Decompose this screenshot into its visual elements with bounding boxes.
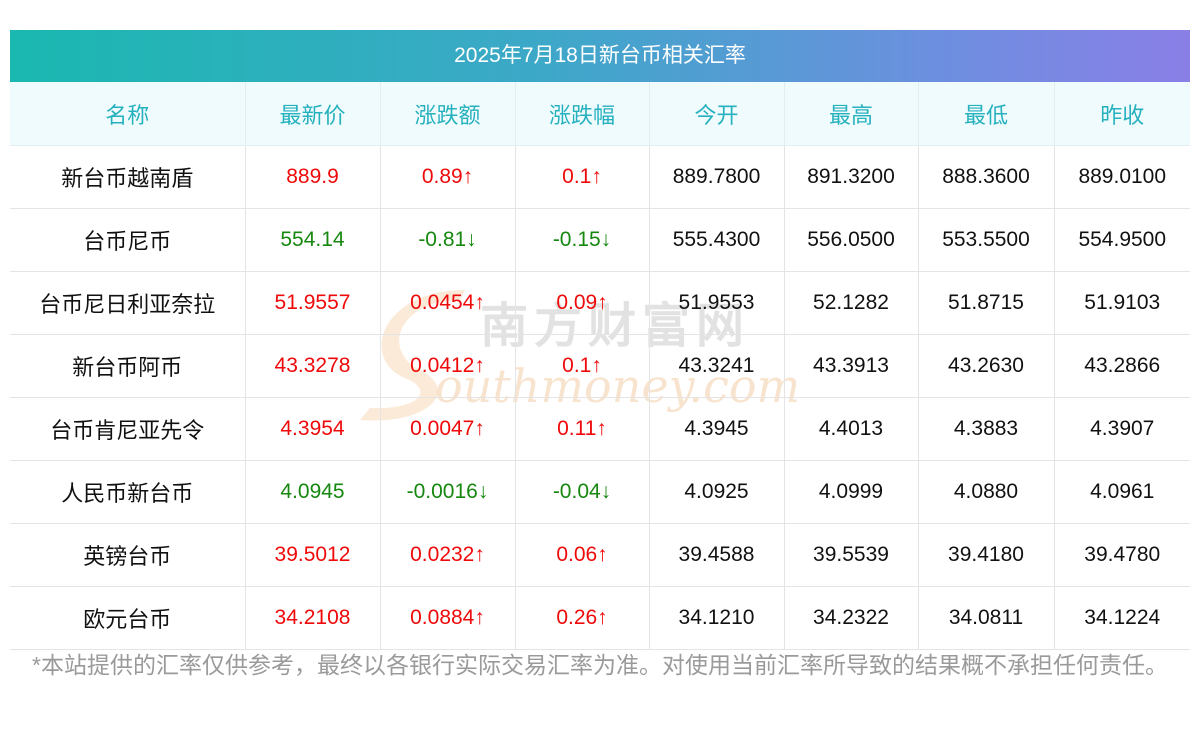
column-header-low: 最低 xyxy=(918,82,1055,146)
cell-latest: 4.3954 xyxy=(245,397,381,461)
cell-change: 0.0412↑ xyxy=(380,334,516,398)
column-header-prev-close: 昨收 xyxy=(1054,82,1190,146)
cell-change: 0.89↑ xyxy=(380,145,516,209)
cell-change: -0.81↓ xyxy=(380,208,516,272)
cell-prev-close: 51.9103 xyxy=(1054,271,1190,335)
cell-change-pct: -0.15↓ xyxy=(515,208,650,272)
cell-latest: 43.3278 xyxy=(245,334,381,398)
cell-low: 888.3600 xyxy=(918,145,1055,209)
cell-change-pct: 0.11↑ xyxy=(515,397,650,461)
cell-prev-close: 43.2866 xyxy=(1054,334,1190,398)
cell-latest: 4.0945 xyxy=(245,460,381,524)
cell-high: 34.2322 xyxy=(784,586,919,650)
cell-name: 新台币阿币 xyxy=(10,334,246,398)
cell-change-pct: 0.26↑ xyxy=(515,586,650,650)
cell-prev-close: 34.1224 xyxy=(1054,586,1190,650)
cell-high: 4.4013 xyxy=(784,397,919,461)
cell-change-pct: 0.1↑ xyxy=(515,334,650,398)
table-row: 台币尼币 554.14 -0.81↓ -0.15↓ 555.4300 556.0… xyxy=(10,208,1190,272)
disclaimer-text: *本站提供的汇率仅供参考，最终以各银行实际交易汇率为准。对使用当前汇率所导致的结… xyxy=(32,652,1168,678)
cell-open: 43.3241 xyxy=(649,334,785,398)
cell-open: 4.0925 xyxy=(649,460,785,524)
cell-name: 英镑台币 xyxy=(10,523,246,587)
cell-open: 889.7800 xyxy=(649,145,785,209)
table-row: 新台币阿币 43.3278 0.0412↑ 0.1↑ 43.3241 43.39… xyxy=(10,334,1190,398)
column-header-name: 名称 xyxy=(10,82,246,146)
cell-low: 4.0880 xyxy=(918,460,1055,524)
cell-change: 0.0232↑ xyxy=(380,523,516,587)
cell-prev-close: 4.3907 xyxy=(1054,397,1190,461)
cell-latest: 51.9557 xyxy=(245,271,381,335)
cell-prev-close: 4.0961 xyxy=(1054,460,1190,524)
cell-low: 39.4180 xyxy=(918,523,1055,587)
cell-high: 4.0999 xyxy=(784,460,919,524)
cell-low: 51.8715 xyxy=(918,271,1055,335)
cell-name: 台币肯尼亚先令 xyxy=(10,397,246,461)
cell-low: 43.2630 xyxy=(918,334,1055,398)
column-header-latest: 最新价 xyxy=(245,82,381,146)
column-header-change-pct: 涨跌幅 xyxy=(515,82,650,146)
cell-latest: 889.9 xyxy=(245,145,381,209)
cell-low: 4.3883 xyxy=(918,397,1055,461)
table-row: 人民币新台币 4.0945 -0.0016↓ -0.04↓ 4.0925 4.0… xyxy=(10,460,1190,524)
cell-high: 891.3200 xyxy=(784,145,919,209)
cell-latest: 39.5012 xyxy=(245,523,381,587)
cell-name: 人民币新台币 xyxy=(10,460,246,524)
cell-change: 0.0884↑ xyxy=(380,586,516,650)
cell-high: 39.5539 xyxy=(784,523,919,587)
exchange-rate-table: 名称 最新价 涨跌额 涨跌幅 今开 最高 最低 昨收 新台币越南盾 889.9 … xyxy=(10,82,1190,650)
cell-change-pct: -0.04↓ xyxy=(515,460,650,524)
cell-change-pct: 0.1↑ xyxy=(515,145,650,209)
table-row: 英镑台币 39.5012 0.0232↑ 0.06↑ 39.4588 39.55… xyxy=(10,523,1190,587)
cell-open: 39.4588 xyxy=(649,523,785,587)
cell-high: 43.3913 xyxy=(784,334,919,398)
table-header-row: 名称 最新价 涨跌额 涨跌幅 今开 最高 最低 昨收 xyxy=(10,82,1190,146)
column-header-open: 今开 xyxy=(649,82,785,146)
cell-low: 34.0811 xyxy=(918,586,1055,650)
cell-prev-close: 889.0100 xyxy=(1054,145,1190,209)
column-header-change: 涨跌额 xyxy=(380,82,516,146)
cell-latest: 554.14 xyxy=(245,208,381,272)
cell-name: 台币尼币 xyxy=(10,208,246,272)
cell-name: 台币尼日利亚奈拉 xyxy=(10,271,246,335)
cell-low: 553.5500 xyxy=(918,208,1055,272)
table-row: 新台币越南盾 889.9 0.89↑ 0.1↑ 889.7800 891.320… xyxy=(10,145,1190,209)
table-title: 2025年7月18日新台币相关汇率 xyxy=(10,30,1190,82)
cell-name: 新台币越南盾 xyxy=(10,145,246,209)
cell-prev-close: 554.9500 xyxy=(1054,208,1190,272)
cell-prev-close: 39.4780 xyxy=(1054,523,1190,587)
cell-change: -0.0016↓ xyxy=(380,460,516,524)
cell-high: 52.1282 xyxy=(784,271,919,335)
table-row: 台币尼日利亚奈拉 51.9557 0.0454↑ 0.09↑ 51.9553 5… xyxy=(10,271,1190,335)
cell-name: 欧元台币 xyxy=(10,586,246,650)
cell-change: 0.0047↑ xyxy=(380,397,516,461)
cell-open: 555.4300 xyxy=(649,208,785,272)
cell-change-pct: 0.09↑ xyxy=(515,271,650,335)
cell-open: 34.1210 xyxy=(649,586,785,650)
cell-change: 0.0454↑ xyxy=(380,271,516,335)
cell-latest: 34.2108 xyxy=(245,586,381,650)
column-header-high: 最高 xyxy=(784,82,919,146)
cell-open: 4.3945 xyxy=(649,397,785,461)
cell-change-pct: 0.06↑ xyxy=(515,523,650,587)
cell-open: 51.9553 xyxy=(649,271,785,335)
table-row: 台币肯尼亚先令 4.3954 0.0047↑ 0.11↑ 4.3945 4.40… xyxy=(10,397,1190,461)
cell-high: 556.0500 xyxy=(784,208,919,272)
table-row: 欧元台币 34.2108 0.0884↑ 0.26↑ 34.1210 34.23… xyxy=(10,586,1190,650)
